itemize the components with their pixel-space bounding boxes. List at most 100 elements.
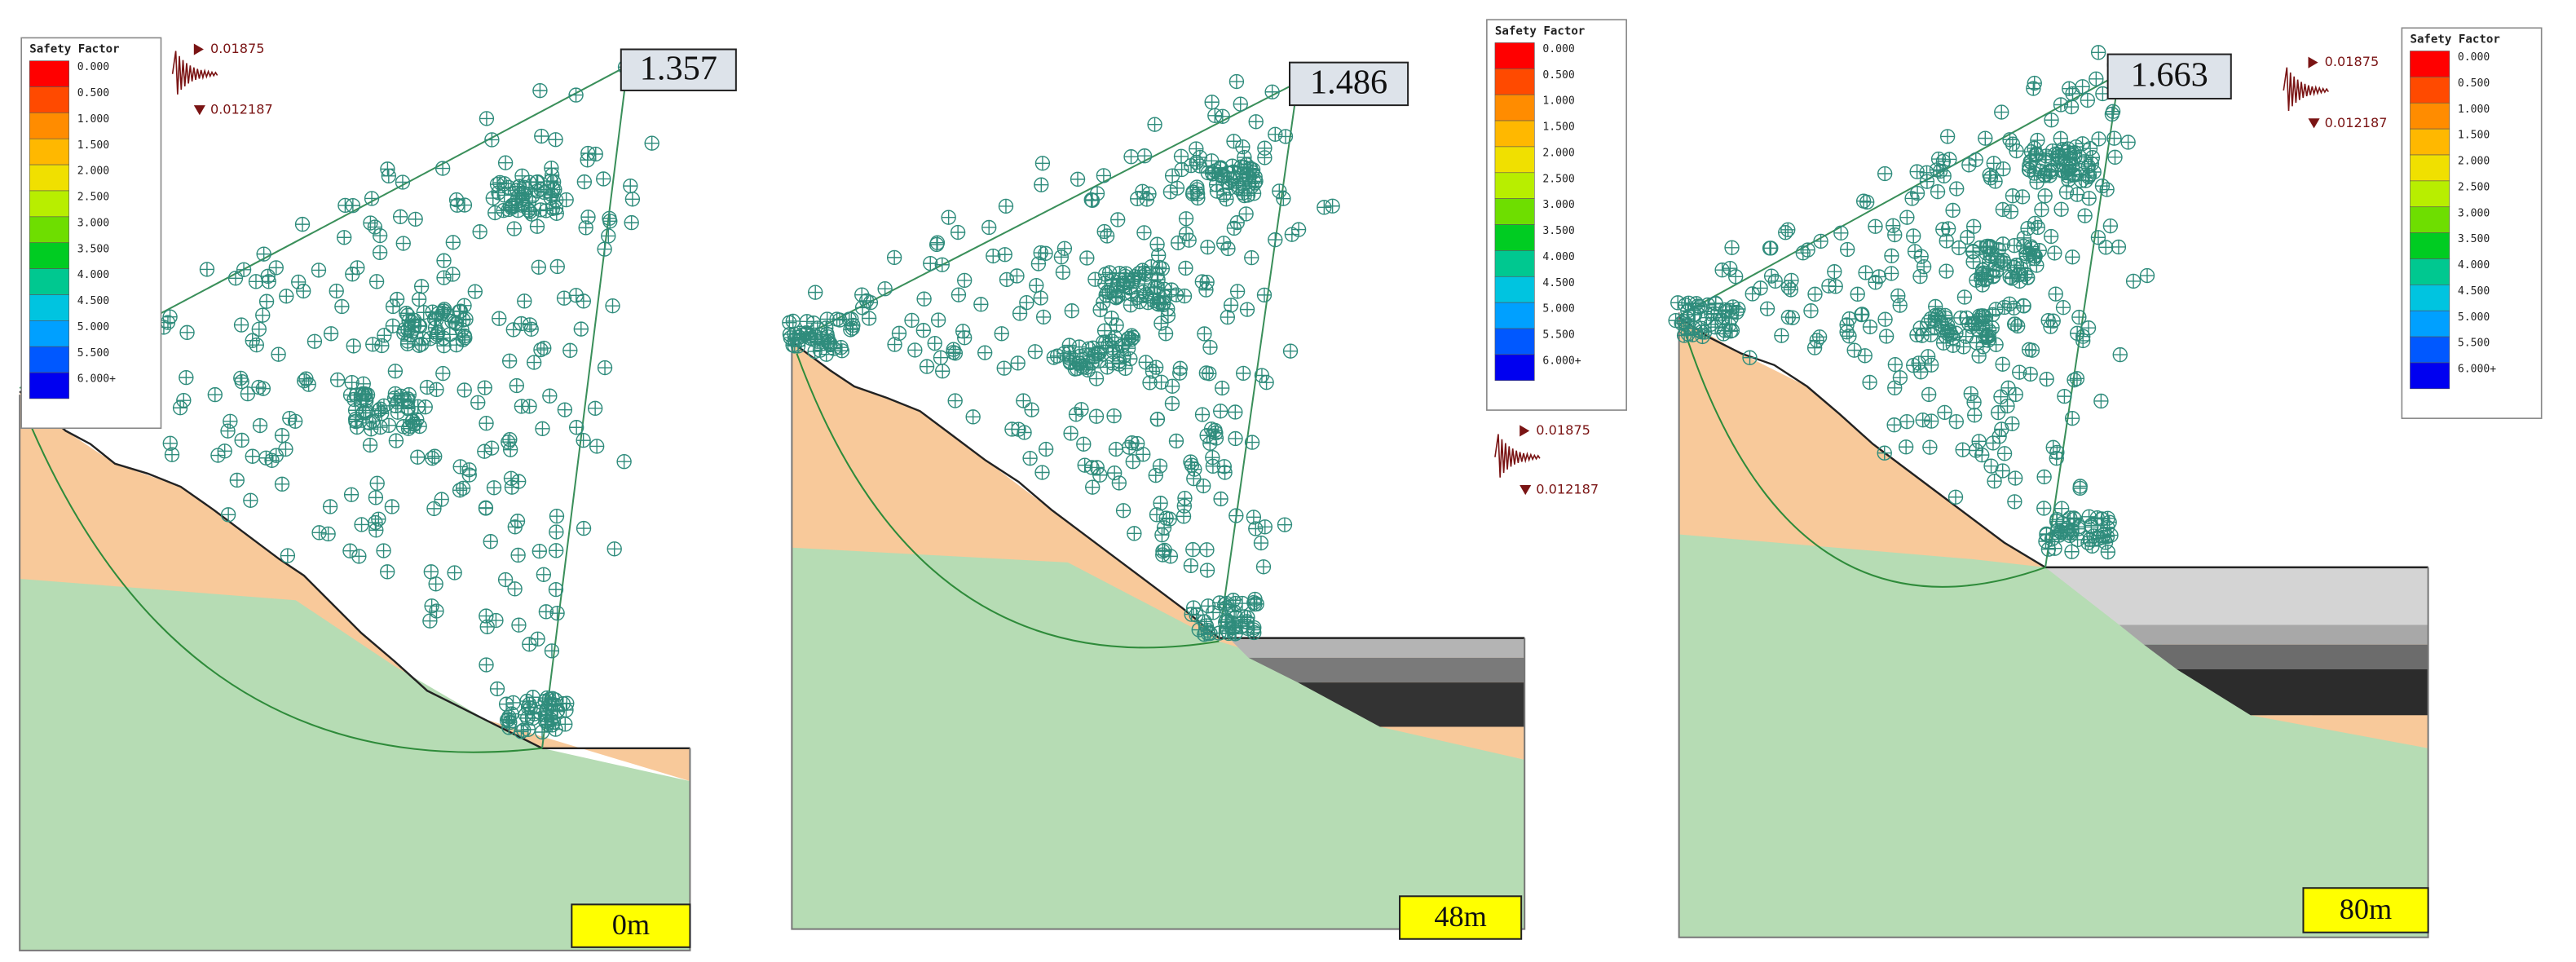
legend-swatch: [1494, 302, 1535, 329]
legend-label: 6.000+: [1542, 355, 1581, 367]
legend-label: 0.500: [2458, 77, 2490, 90]
legend-label: 3.000: [2458, 207, 2490, 219]
legend-swatch: [2410, 128, 2450, 156]
frame: [791, 337, 1526, 930]
excavation-layer: [2119, 624, 2428, 645]
legend-label: 0.000: [2458, 51, 2490, 64]
legend-swatch: [29, 164, 69, 192]
legend-label: 4.000: [77, 269, 110, 281]
seismic-arrow: [2308, 118, 2320, 129]
seismic-vertical: 0.012187: [210, 102, 273, 117]
grid-points: [33, 58, 659, 740]
legend-label: 5.500: [2458, 338, 2490, 350]
legend-label: 4.500: [1542, 277, 1575, 289]
excavation-layer: [2177, 669, 2428, 716]
seismic-wave: [1494, 434, 1541, 478]
legend-swatch: [29, 372, 69, 399]
legend-swatch: [2410, 285, 2450, 311]
legend-swatch: [29, 86, 69, 113]
legend-swatch: [1494, 94, 1535, 121]
seismic-arrow: [1520, 425, 1530, 437]
depth-label: 48m: [1434, 900, 1486, 933]
legend-swatch: [1494, 146, 1535, 174]
seismic-arrow: [2308, 56, 2318, 68]
legend-title: Safety Factor: [1495, 24, 1585, 38]
slope-surface: [791, 341, 1525, 639]
frame: [1678, 312, 2429, 938]
legend-swatch: [2410, 102, 2450, 130]
safety-factor: 1.486: [1310, 64, 1387, 102]
legend-swatch: [1494, 68, 1535, 95]
legend-label: 5.500: [77, 347, 110, 360]
legend-label: 3.000: [77, 217, 110, 229]
legend-label: 4.000: [1542, 251, 1575, 263]
legend-title: Safety Factor: [29, 43, 119, 56]
legend-label: 2.000: [2458, 156, 2490, 168]
legend-swatch: [2410, 206, 2450, 233]
seismic-horizontal: 0.01875: [210, 41, 265, 56]
legend-label: 1.500: [2458, 130, 2490, 142]
safety-factor-box: [620, 48, 737, 91]
legend-swatch: [1494, 328, 1535, 355]
legend-swatch: [2410, 362, 2450, 390]
slope-surface: [19, 391, 690, 749]
legend-label: 1.000: [1542, 95, 1575, 108]
legend-swatch: [29, 346, 69, 373]
safety-factor-box: [2106, 53, 2232, 100]
legend-swatch: [1494, 250, 1535, 277]
legend-swatch: [2410, 154, 2450, 182]
excavation-layer: [1228, 638, 1525, 658]
legend-swatch: [29, 268, 69, 295]
frame: [19, 395, 691, 951]
legend-swatch: [2410, 51, 2450, 77]
legend-swatch: [2410, 180, 2450, 208]
legend-swatch: [29, 138, 69, 165]
legend-label: 1.000: [2458, 104, 2490, 116]
legend-swatch: [2410, 232, 2450, 259]
excavation-layer: [1298, 682, 1525, 727]
slip-surface: [1683, 329, 2046, 588]
legend-swatch: [29, 113, 69, 139]
slip-surface: [24, 410, 543, 753]
legend-swatch: [1494, 42, 1535, 69]
legend-label: 5.000: [77, 321, 110, 333]
legend-label: 2.500: [1542, 173, 1575, 185]
legend-label: 3.500: [77, 243, 110, 255]
legend-label: 1.000: [77, 113, 110, 126]
safety-factor-box: [1289, 61, 1409, 107]
seismic-wave: [2283, 67, 2329, 111]
panel: 1.663 80m Safety Factor 0.000 0.500 1.000 1.50…: [1668, 27, 2543, 938]
seismic-arrow: [193, 43, 204, 55]
legend-label: 4.500: [77, 295, 110, 307]
legend-swatch: [29, 190, 69, 218]
seismic-wave: [171, 51, 218, 95]
legend-label: 0.000: [1542, 43, 1575, 55]
soil-layer-green: [20, 579, 690, 951]
excavation-layer: [2045, 567, 2428, 625]
depth-box: [1399, 895, 1523, 940]
legend-label: 2.000: [1542, 147, 1575, 159]
legend-swatch: [1494, 198, 1535, 225]
legend-swatch: [1494, 224, 1535, 251]
legend-swatch: [29, 242, 69, 269]
excavation-layer: [2143, 644, 2428, 669]
legend-label: 6.000+: [2458, 364, 2496, 376]
legend-label: 3.000: [1542, 199, 1575, 211]
grid-points: [782, 73, 1340, 642]
depth-box: [2302, 887, 2429, 933]
legend-label: 3.500: [2458, 233, 2490, 245]
safety-factor: 1.357: [640, 49, 717, 87]
legend-swatch: [29, 216, 69, 244]
depth-label: 80m: [2340, 893, 2392, 925]
slope-surface: [1678, 316, 2428, 569]
excavation-layer: [1248, 657, 1525, 683]
seismic-arrow: [1520, 485, 1532, 496]
soil-layer-green: [1678, 534, 2428, 938]
safety-factor: 1.663: [2131, 56, 2208, 95]
legend-label: 2.000: [77, 165, 110, 178]
legend-label: 2.500: [77, 192, 110, 204]
soil-layer-green: [792, 547, 1525, 929]
legend-swatch: [29, 320, 69, 347]
